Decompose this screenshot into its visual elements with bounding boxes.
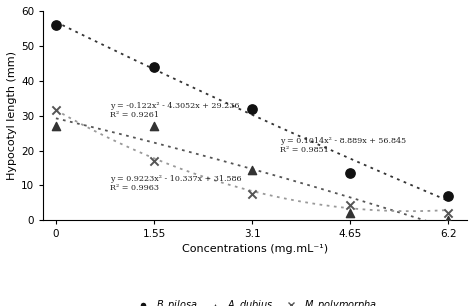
Y-axis label: Hypocotyl length (mm): Hypocotyl length (mm) — [7, 51, 17, 180]
Point — [52, 108, 60, 113]
Point — [52, 22, 60, 27]
Text: y = -0.122x² - 4.3052x + 29.236
R² = 0.9261: y = -0.122x² - 4.3052x + 29.236 R² = 0.9… — [109, 102, 239, 119]
Point — [248, 167, 256, 172]
Point — [150, 124, 158, 129]
Legend: $\it{B. pilosa}$, $\it{A. dubius}$, $\it{M. polymorpha}$: $\it{B. pilosa}$, $\it{A. dubius}$, $\it… — [129, 294, 381, 306]
Point — [346, 202, 354, 207]
Point — [346, 211, 354, 216]
Text: y = 0.9223x² - 10.337x + 31.586
R² = 0.9963: y = 0.9223x² - 10.337x + 31.586 R² = 0.9… — [109, 175, 241, 192]
Point — [150, 64, 158, 69]
Point — [52, 124, 60, 129]
Point — [248, 106, 256, 111]
Point — [248, 192, 256, 196]
Point — [444, 218, 452, 223]
X-axis label: Concentrations (mg.mL⁻¹): Concentrations (mg.mL⁻¹) — [182, 244, 328, 253]
Text: y = 0.1014x² - 8.889x + 56.845
R² = 0.9851: y = 0.1014x² - 8.889x + 56.845 R² = 0.98… — [281, 136, 407, 154]
Point — [346, 171, 354, 176]
Point — [150, 159, 158, 163]
Point — [444, 193, 452, 198]
Point — [444, 211, 452, 216]
